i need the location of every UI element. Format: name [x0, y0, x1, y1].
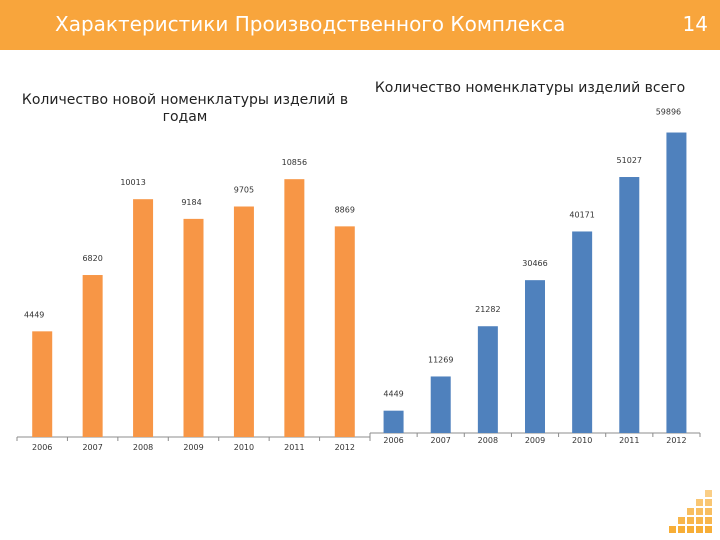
decor-dot: [669, 526, 676, 533]
decor-dot: [705, 526, 712, 533]
new-items-tick-label: 2012: [335, 443, 355, 452]
new-items-tick-label: 2008: [133, 443, 153, 452]
decor-dot: [705, 508, 712, 515]
total-items-value-label: 30466: [522, 259, 547, 268]
total-items-value-label: 11269: [428, 355, 453, 364]
total-items-bar-2009: [525, 280, 545, 433]
left-chart-title: Количество новой номенклатуры изделий в …: [21, 92, 349, 125]
new-items-bar-2008: [133, 199, 154, 437]
decor-dot: [687, 508, 694, 515]
decor-dot: [687, 526, 694, 533]
decor-dot: [705, 490, 712, 497]
new-items-tick-label: 2006: [32, 443, 52, 452]
decor-dot: [696, 499, 703, 506]
total-items-tick-label: 2007: [431, 436, 451, 445]
right-chart-title: Количество номенклатуры изделий всего: [374, 80, 686, 96]
total-items-tick-label: 2006: [383, 436, 403, 445]
total-items-tick-label: 2010: [572, 436, 592, 445]
new-items-tick-label: 2007: [82, 443, 102, 452]
new-items-value-label: 8869: [335, 205, 355, 214]
new-items-value-label: 9705: [234, 186, 254, 195]
new-items-value-label: 10856: [282, 158, 307, 167]
slide-number: 14: [682, 12, 708, 36]
decor-dot: [696, 517, 703, 524]
decor-dot: [687, 517, 694, 524]
new-items-bar-2006: [32, 331, 53, 437]
total-items-bar-2012: [666, 132, 687, 433]
decor-dot: [696, 526, 703, 533]
new-items-value-label: 6820: [82, 254, 102, 263]
new-items-value-label: 4449: [24, 310, 44, 319]
new-items-bar-2009: [183, 218, 204, 437]
total-items-bar-2011: [619, 177, 640, 433]
total-items-value-label: 21282: [475, 305, 500, 314]
decor-dot: [678, 517, 685, 524]
total-items-value-label: 4449: [383, 390, 403, 399]
total-items-bar-2006: [383, 410, 404, 433]
new-items-tick-label: 2010: [234, 443, 254, 452]
total-items-tick-label: 2009: [525, 436, 545, 445]
new-items-bar-2011: [284, 179, 305, 438]
header-bar: Характеристики Производственного Комплек…: [0, 0, 720, 50]
total-items-tick-label: 2012: [666, 436, 686, 445]
decor-dot: [705, 517, 712, 524]
total-items-bar-2010: [572, 231, 593, 433]
total-items-bar-2008: [477, 326, 498, 433]
new-items-value-label: 9184: [181, 198, 201, 207]
new-items-bar-2010: [233, 206, 254, 437]
total-items-value-label: 51027: [617, 156, 642, 165]
new-items-bar-2012: [334, 226, 355, 437]
total-items-tick-label: 2011: [619, 436, 639, 445]
decor-dot: [696, 508, 703, 515]
decor-dot: [705, 499, 712, 506]
total-items-bar-2007: [430, 376, 451, 433]
total-items-tick-label: 2008: [478, 436, 498, 445]
new-items-bar-2007: [82, 275, 103, 437]
total-items-value-label: 40171: [569, 210, 594, 219]
new-items-tick-label: 2009: [183, 443, 203, 452]
slide-title: Характеристики Производственного Комплек…: [55, 12, 566, 36]
new-items-value-label: 10013: [120, 178, 145, 187]
new-items-tick-label: 2011: [284, 443, 304, 452]
decor-dot: [678, 526, 685, 533]
total-items-value-label: 59896: [656, 108, 681, 117]
